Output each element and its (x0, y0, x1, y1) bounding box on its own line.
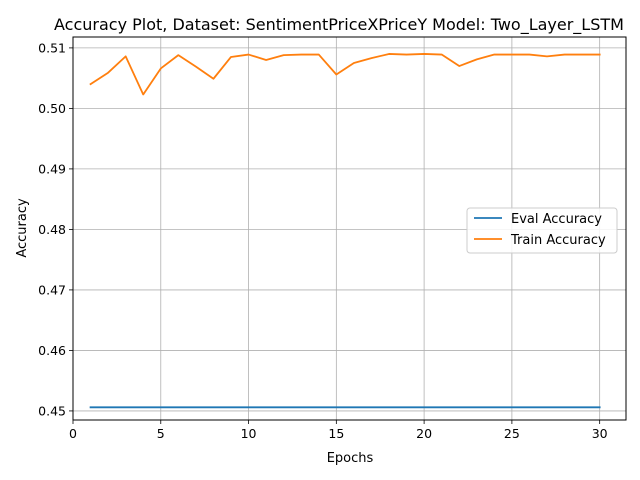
y-axis-ticks: 0.45 0.46 0.47 0.48 0.49 0.50 0.51 (38, 40, 73, 418)
plot-frame (72, 36, 627, 421)
y-tick-label: 0.46 (38, 343, 66, 358)
train-accuracy-line (89, 53, 601, 96)
x-tick-label: 15 (328, 426, 344, 441)
x-tick-label: 0 (69, 426, 77, 441)
x-tick-label: 10 (241, 426, 257, 441)
legend-label-eval: Eval Accuracy (511, 212, 602, 227)
x-axis-label: Epochs (327, 451, 374, 466)
x-tick-label: 20 (416, 426, 432, 441)
y-tick-label: 0.50 (38, 101, 66, 116)
chart-title: Accuracy Plot, Dataset: SentimentPriceXP… (54, 15, 624, 35)
legend-label-train: Train Accuracy (510, 233, 606, 248)
x-tick-label: 25 (504, 426, 520, 441)
y-tick-label: 0.45 (38, 403, 66, 418)
y-tick-label: 0.48 (38, 222, 66, 237)
y-tick-label: 0.49 (38, 161, 66, 176)
legend-box (466, 207, 618, 254)
y-tick-label: 0.51 (38, 40, 66, 55)
legend: Eval Accuracy Train Accuracy (466, 207, 618, 254)
series-lines (89, 53, 601, 409)
y-axis-label: Accuracy (15, 198, 30, 258)
x-axis-ticks: 0 5 10 15 20 25 30 (69, 420, 608, 441)
x-tick-label: 30 (592, 426, 608, 441)
y-tick-label: 0.47 (38, 282, 66, 297)
x-tick-label: 5 (157, 426, 165, 441)
